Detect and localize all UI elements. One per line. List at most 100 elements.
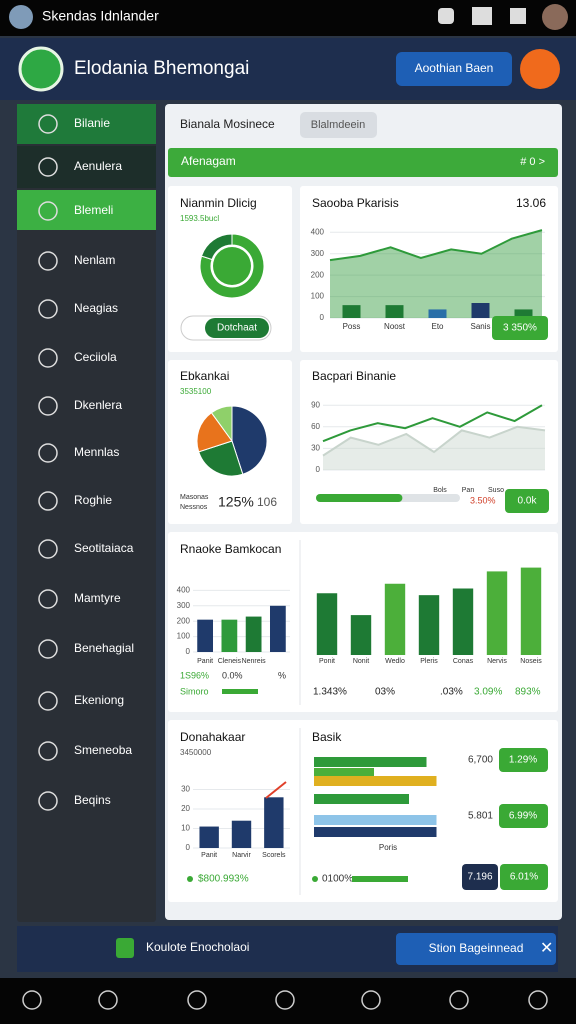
label: 0100%: [322, 874, 353, 885]
x-tick-label: Cleneis: [218, 658, 242, 665]
bar: [350, 615, 372, 655]
sidebar-icon: [38, 251, 58, 271]
y-tick-label: 0: [186, 843, 191, 852]
area: [323, 426, 545, 470]
bar: [314, 794, 409, 804]
label: Donahakaar: [180, 730, 245, 744]
bar-decoration: [352, 876, 408, 882]
x-tick-label: Suso: [488, 487, 504, 494]
bar: [264, 797, 284, 848]
pie-slice: [210, 405, 233, 443]
status-icon: [510, 8, 526, 24]
sidebar-icon: [38, 741, 58, 761]
label: 7.196: [467, 872, 492, 883]
label: Afenagam: [181, 154, 236, 168]
sidebar-item: Beqins: [74, 793, 111, 807]
sidebar-icon: [38, 114, 58, 134]
nav-icon[interactable]: [361, 990, 381, 1010]
nav-icon[interactable]: [98, 990, 118, 1010]
y-tick-label: 10: [181, 824, 190, 833]
bar: [197, 619, 214, 652]
label: Nessnos: [180, 504, 208, 511]
bar: [486, 571, 508, 655]
sidebar-item: Ceciiola: [74, 350, 117, 364]
y-tick-label: 400: [311, 227, 325, 236]
profile[interactable]: [542, 4, 568, 30]
y-tick-label: 100: [311, 292, 325, 301]
nav-icon[interactable]: [187, 990, 207, 1010]
status-icon: [438, 8, 454, 24]
sidebar-hover: [17, 146, 156, 188]
nav-icon[interactable]: [528, 990, 548, 1010]
label: Saooba Pkarisis: [312, 196, 399, 210]
button[interactable]: [505, 489, 549, 513]
bar: [314, 827, 437, 837]
bar-decoration: [222, 689, 258, 694]
y-tick-label: 300: [311, 249, 325, 258]
header-button[interactable]: [396, 52, 512, 86]
bar: [452, 588, 474, 655]
sidebar: [17, 104, 156, 922]
card: [168, 720, 558, 902]
label: 0.0%: [222, 670, 243, 680]
sidebar-item: Mamtyre: [74, 591, 121, 605]
sidebar-icon: [38, 691, 58, 711]
label: 6,700: [468, 755, 493, 766]
bar: [316, 593, 338, 655]
bar: [269, 605, 286, 652]
sidebar-icon: [38, 539, 58, 559]
button-fill: [205, 318, 269, 338]
toolbar-button[interactable]: [300, 112, 377, 138]
label: $800.993%: [198, 874, 249, 885]
label: Aoothian Baen: [415, 61, 494, 75]
banner-button[interactable]: [396, 933, 556, 965]
x-tick-label: Sanis: [470, 322, 490, 331]
label: 3 350%: [503, 323, 537, 334]
y-tick-label: 200: [311, 270, 325, 279]
label: 3.09%: [474, 687, 502, 698]
bar: [199, 826, 219, 848]
nav-icon[interactable]: [275, 990, 295, 1010]
label: Nianmin Dlicig: [180, 196, 257, 210]
badge: [499, 804, 548, 828]
sidebar-selected: [17, 190, 156, 230]
sidebar-item: Seotitaiaca: [74, 541, 134, 555]
banner-icon: [116, 938, 134, 958]
donut-center: [213, 247, 251, 285]
nav-icon[interactable]: [449, 990, 469, 1010]
bar: [428, 309, 447, 318]
y-tick-label: 400: [177, 586, 191, 595]
x-tick-label: Bols: [433, 487, 447, 494]
x-tick-label: Nonit: [353, 658, 369, 665]
sidebar-item: Aenulera: [74, 159, 122, 173]
bar: [314, 776, 437, 786]
card: [300, 360, 558, 524]
sidebar-item: Mennlas: [74, 445, 119, 459]
sidebar-icon: [38, 491, 58, 511]
bar: [314, 768, 374, 778]
label: Rnaoke Bamkocan: [180, 542, 281, 556]
x-tick-label: Nervis: [487, 658, 507, 665]
sidebar-icon: [38, 443, 58, 463]
sidebar-icon: [38, 396, 58, 416]
sidebar-active: [17, 104, 156, 144]
sidebar-item: Ekeniong: [74, 693, 124, 707]
close[interactable]: ✕: [540, 940, 553, 957]
label: 03%: [375, 687, 395, 698]
pie-slice: [199, 233, 265, 299]
bar: [314, 757, 427, 767]
sidebar-icon: [38, 157, 58, 177]
label: Blalmdeein: [311, 119, 365, 131]
sidebar-icon: [38, 201, 58, 221]
label: Skendas Idnlander: [42, 8, 159, 24]
x-tick-label: Pan: [462, 487, 475, 494]
x-tick-label: Scorels: [262, 852, 286, 859]
bar: [385, 305, 404, 318]
label: 3450000: [180, 748, 212, 757]
alert-button[interactable]: [520, 49, 560, 89]
sidebar-item: Smeneoba: [74, 743, 132, 757]
bar: [418, 595, 440, 655]
x-tick-label: Noost: [384, 322, 406, 331]
label: %: [278, 670, 286, 680]
nav-icon[interactable]: [22, 990, 42, 1010]
